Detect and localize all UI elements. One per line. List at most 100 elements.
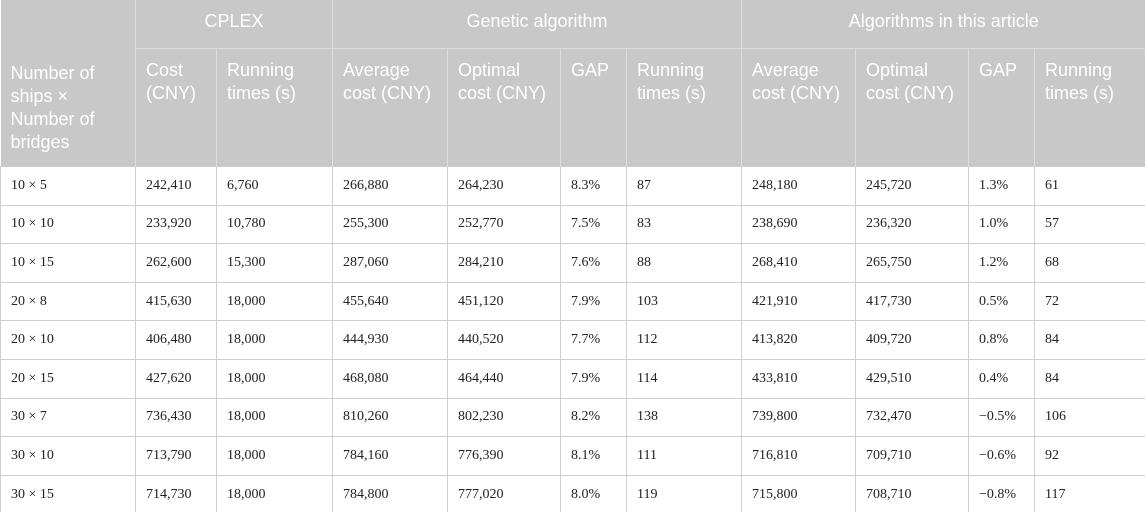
table-cell: 784,160 xyxy=(332,436,448,476)
group-header: Genetic algorithm xyxy=(331,0,742,49)
table-cell: 10,780 xyxy=(216,204,333,245)
table-cell: 268,410 xyxy=(741,243,857,283)
table-cell: 117 xyxy=(1034,474,1145,512)
table-cell: 427,620 xyxy=(135,358,217,399)
column-header: GAP xyxy=(560,48,627,167)
table-cell: 716,810 xyxy=(741,436,857,476)
table-cell: 810,260 xyxy=(332,397,448,438)
table-cell: 406,480 xyxy=(135,320,217,360)
table-cell: 433,810 xyxy=(741,358,857,399)
table-cell: 1.2% xyxy=(968,243,1036,283)
table-cell: 715,800 xyxy=(741,474,857,512)
table-cell: 72 xyxy=(1034,281,1145,322)
table-cell: 409,720 xyxy=(855,320,970,360)
column-header: Running times (s) xyxy=(216,48,333,167)
table-row: 30 × 7 736,430 18,000 810,260 802,230 8.2% 138… xyxy=(0,397,1145,438)
first-column-header: Number of ships × Number of bridges xyxy=(0,0,136,167)
row-label: 10 × 5 xyxy=(0,166,136,206)
table-cell: 802,230 xyxy=(447,397,561,438)
column-header: Average cost (CNY) xyxy=(741,48,856,167)
group-header: Algorithms in this article xyxy=(741,0,1145,49)
table-cell: 68 xyxy=(1034,243,1145,283)
table-cell: 83 xyxy=(625,204,743,245)
table-cell: 7.9% xyxy=(560,281,627,322)
table-cell: 57 xyxy=(1034,204,1145,245)
table-cell: 248,180 xyxy=(741,166,857,206)
table-cell: 245,720 xyxy=(855,166,970,206)
table-cell: 440,520 xyxy=(447,320,561,360)
table-row: 30 × 15 714,730 18,000 784,800 777,020 8.0% 11… xyxy=(0,474,1145,512)
table-cell: 18,000 xyxy=(216,397,333,438)
table-cell: −0.6% xyxy=(968,436,1036,476)
table-cell: 455,640 xyxy=(332,281,448,322)
column-header: Average cost (CNY) xyxy=(332,48,448,167)
table-cell: 1.3% xyxy=(968,166,1036,206)
table-cell: 88 xyxy=(625,243,743,283)
row-label: 10 × 10 xyxy=(0,204,136,245)
table-cell: 464,440 xyxy=(447,358,561,399)
table-cell: 15,300 xyxy=(216,243,333,283)
table-cell: 262,600 xyxy=(135,243,217,283)
table-cell: 233,920 xyxy=(135,204,217,245)
table-body: 10 × 5 242,410 6,760 266,880 264,230 8.3% 87 24… xyxy=(0,166,1145,512)
row-label: 30 × 15 xyxy=(0,474,136,512)
row-label: 30 × 7 xyxy=(0,397,136,438)
table-cell: 18,000 xyxy=(216,474,333,512)
table-cell: 61 xyxy=(1034,166,1145,206)
table-cell: 236,320 xyxy=(855,204,970,245)
table-cell: 784,800 xyxy=(332,474,448,512)
table-cell: 264,230 xyxy=(447,166,561,206)
table-cell: 18,000 xyxy=(216,436,333,476)
table-cell: 713,790 xyxy=(135,436,217,476)
table-cell: 18,000 xyxy=(216,320,333,360)
column-header-row: Cost (CNY) Running times (s) Average cost … xyxy=(1,48,1145,167)
table-cell: 444,930 xyxy=(332,320,448,360)
table-cell: 451,120 xyxy=(447,281,561,322)
table-cell: 421,910 xyxy=(741,281,857,322)
table-row: 20 × 10 406,480 18,000 444,930 440,520 7.7% 11… xyxy=(0,320,1145,360)
row-label: 30 × 10 xyxy=(0,436,136,476)
table-cell: 0.8% xyxy=(968,320,1036,360)
group-header-row: Number of ships × Number of bridges CPLE… xyxy=(0,0,1145,167)
table-cell: 732,470 xyxy=(855,397,970,438)
table-cell: 739,800 xyxy=(741,397,857,438)
table-cell: 709,710 xyxy=(855,436,970,476)
row-label: 10 × 15 xyxy=(0,243,136,283)
table-cell: 265,750 xyxy=(855,243,970,283)
group-header: CPLEX xyxy=(135,0,333,49)
table-cell: 18,000 xyxy=(216,358,333,399)
table-cell: −0.8% xyxy=(968,474,1036,512)
table-cell: 7.9% xyxy=(560,358,627,399)
table-cell: 92 xyxy=(1034,436,1145,476)
table-cell: 84 xyxy=(1034,358,1145,399)
table-cell: 7.7% xyxy=(560,320,627,360)
table-cell: 708,710 xyxy=(855,474,970,512)
table-cell: 106 xyxy=(1034,397,1145,438)
table-cell: 112 xyxy=(625,320,743,360)
table-cell: 1.0% xyxy=(968,204,1036,245)
table-row: 30 × 10 713,790 18,000 784,160 776,390 8.1% 11… xyxy=(0,436,1145,476)
table-row: 20 × 15 427,620 18,000 468,080 464,440 7.9% 11… xyxy=(0,358,1145,399)
column-header: Running times (s) xyxy=(625,48,742,167)
column-header: Optimal cost (CNY) xyxy=(855,48,969,167)
table-cell: 252,770 xyxy=(447,204,561,245)
column-header: Cost (CNY) xyxy=(135,48,217,167)
column-header: Running times (s) xyxy=(1034,48,1145,167)
table-row: 10 × 5 242,410 6,760 266,880 264,230 8.3% 87 24… xyxy=(0,166,1145,206)
table-cell: 18,000 xyxy=(216,281,333,322)
table-cell: 87 xyxy=(625,166,743,206)
table-cell: 736,430 xyxy=(135,397,217,438)
table-cell: 238,690 xyxy=(741,204,857,245)
table-cell: 111 xyxy=(625,436,743,476)
table-cell: 266,880 xyxy=(332,166,448,206)
table-cell: 417,730 xyxy=(855,281,970,322)
table-cell: 242,410 xyxy=(135,166,217,206)
table-cell: 7.6% xyxy=(560,243,627,283)
table-row: 20 × 8 415,630 18,000 455,640 451,120 7.9% 103… xyxy=(0,281,1145,322)
table-row: 10 × 10 233,920 10,780 255,300 252,770 7.5% 83… xyxy=(0,204,1145,245)
table-cell: 8.2% xyxy=(560,397,627,438)
table-cell: 84 xyxy=(1034,320,1145,360)
table-cell: 777,020 xyxy=(447,474,561,512)
table-cell: 8.1% xyxy=(560,436,627,476)
